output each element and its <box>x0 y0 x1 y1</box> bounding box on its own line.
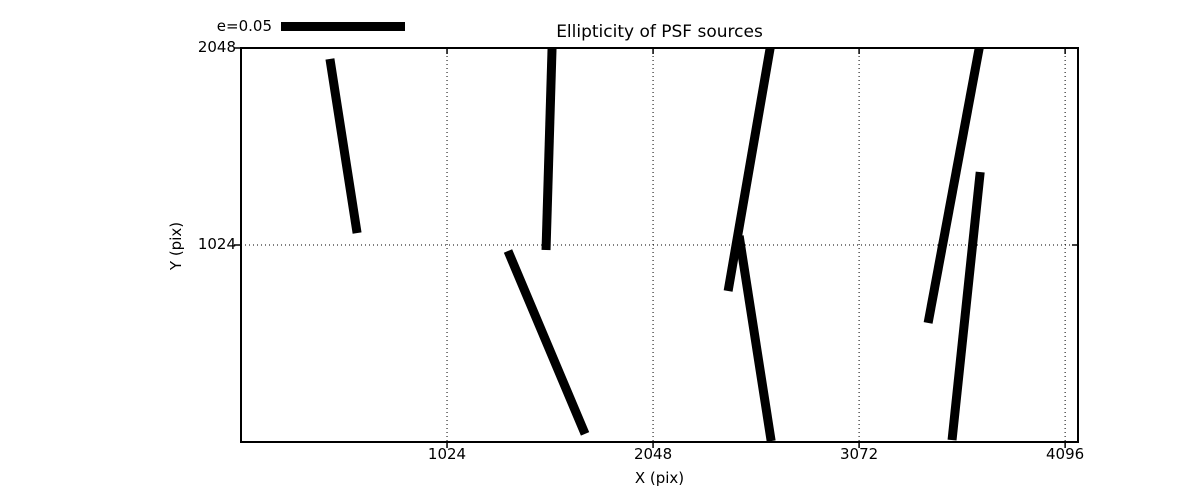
chart-title: Ellipticity of PSF sources <box>556 22 763 42</box>
legend-scale-bar <box>281 22 405 31</box>
x-tick-label: 4096 <box>1046 445 1085 463</box>
whisker-segment <box>734 235 776 442</box>
whisker-segment <box>541 47 557 251</box>
whisker-segment <box>325 58 362 234</box>
whisker-segment <box>503 249 590 436</box>
y-tick-label: 1024 <box>197 235 236 253</box>
x-tick-label: 2048 <box>633 445 673 463</box>
y-tick-label: 2048 <box>197 38 236 56</box>
legend-label: e=0.05 <box>216 17 272 35</box>
x-axis-label: X (pix) <box>634 469 685 487</box>
x-tick-label: 3072 <box>839 445 879 463</box>
whisker-segment <box>947 171 985 441</box>
whisker-segment <box>723 47 775 292</box>
axes-frame <box>240 47 1079 443</box>
whisker-segment <box>923 47 984 324</box>
x-tick-label: 1024 <box>427 445 467 463</box>
